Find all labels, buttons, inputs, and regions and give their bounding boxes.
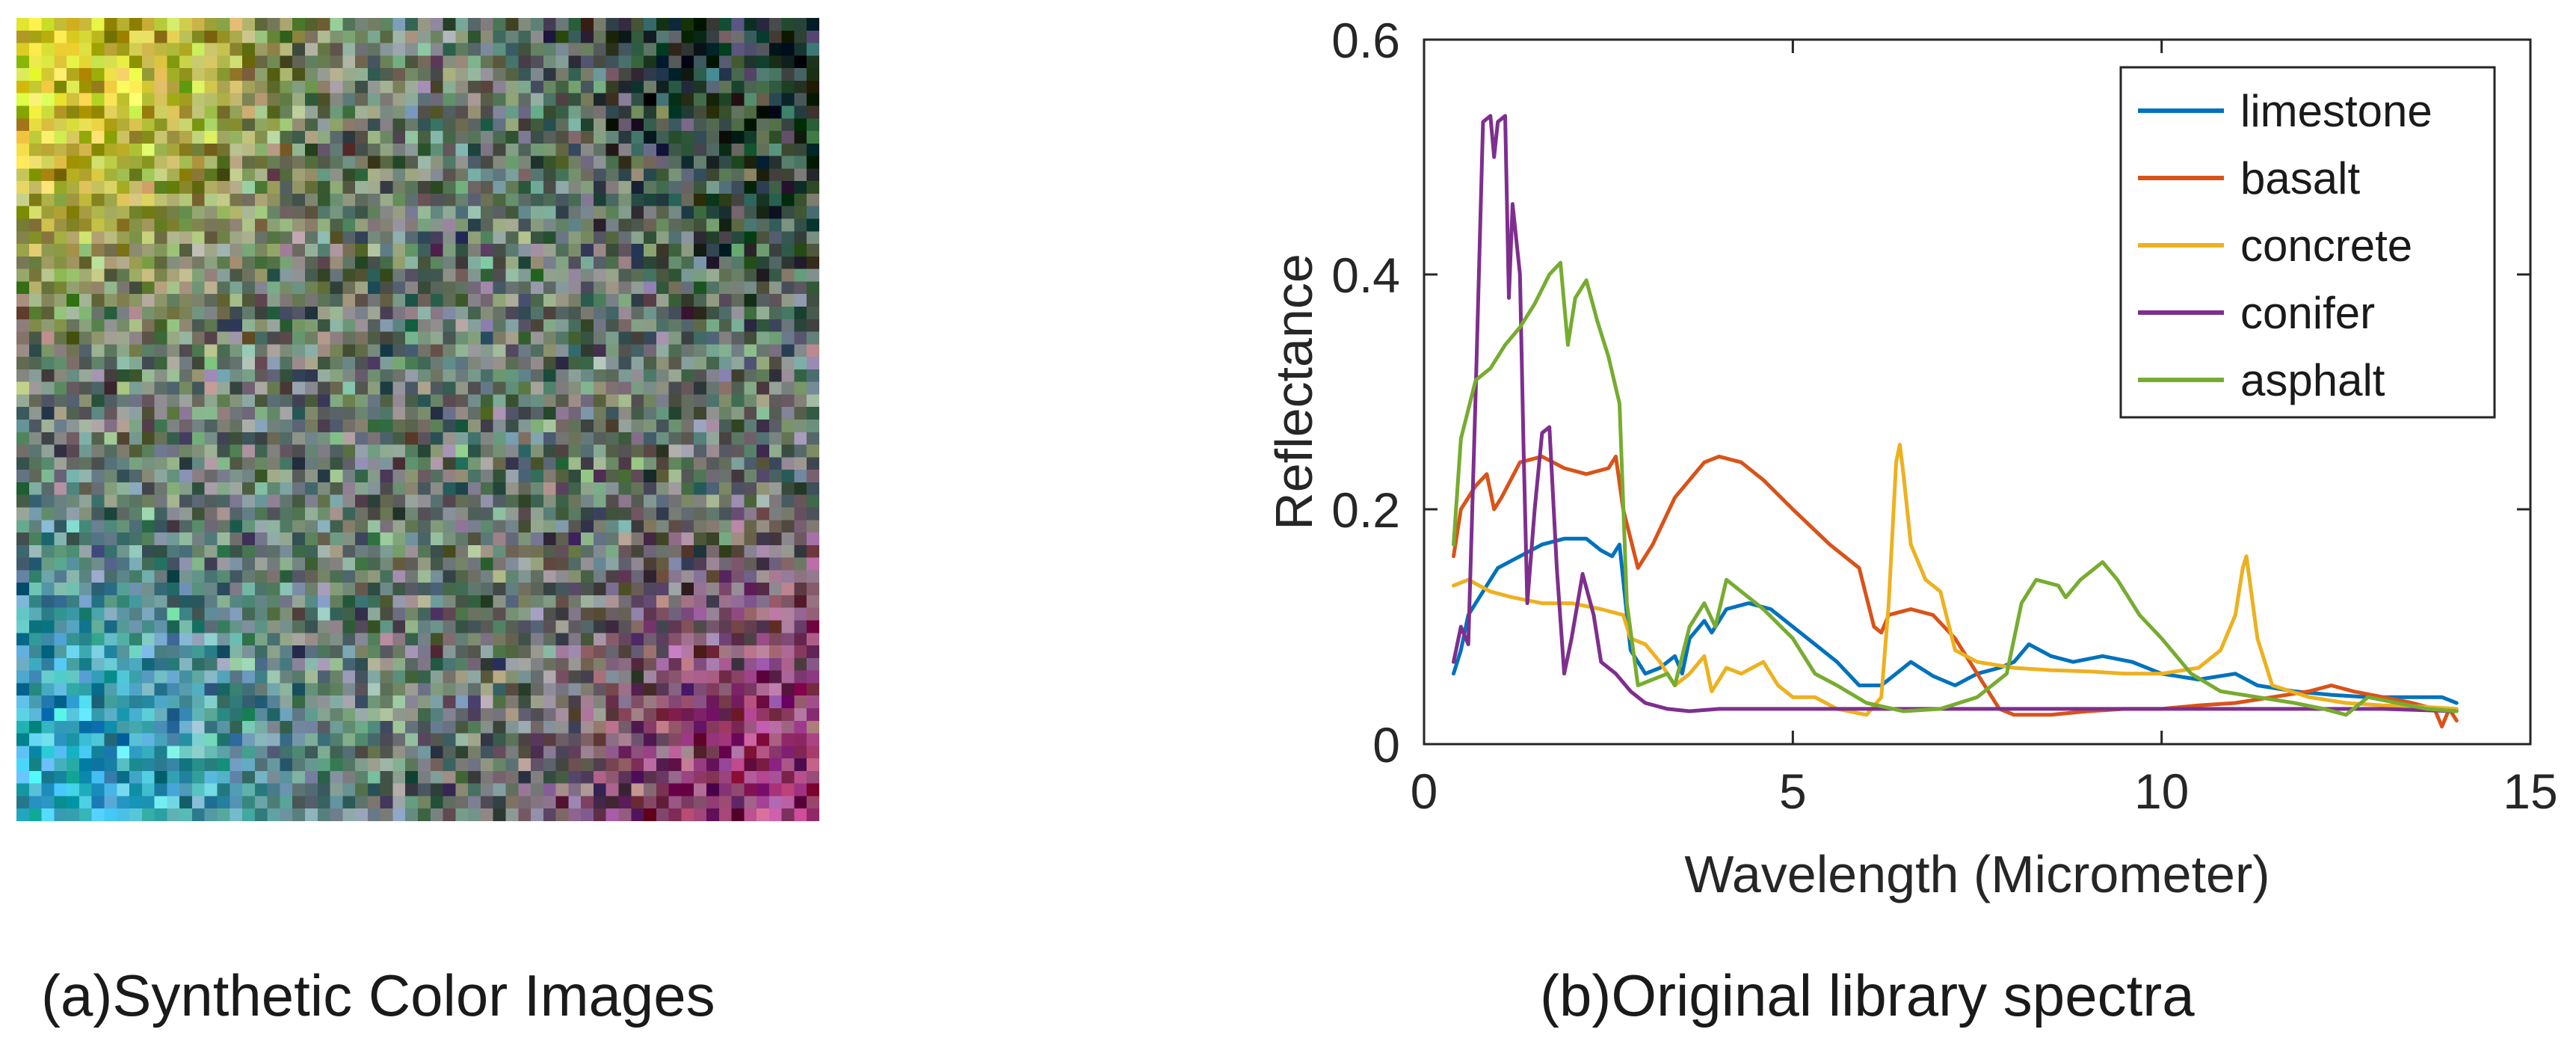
series-line-basalt: [1452, 454, 2459, 728]
y-tick-label: 0: [1372, 717, 1400, 773]
legend: limestone basalt concrete conifer asphalt: [2119, 66, 2496, 419]
x-tick-label: 0: [1411, 764, 1438, 819]
legend-label-conifer: conifer: [2240, 288, 2375, 338]
y-tick-label: 0.4: [1331, 248, 1400, 303]
legend-label-limestone: limestone: [2240, 86, 2432, 136]
caption-b: (b)Original library spectra: [1540, 962, 2195, 1028]
synthetic-color-image: [16, 18, 819, 821]
legend-items: limestone basalt concrete conifer asphalt: [2138, 86, 2432, 405]
series-line-limestone: [1452, 536, 2459, 705]
x-tick-label: 5: [1779, 764, 1807, 819]
caption-a: (a)Synthetic Color Images: [41, 962, 715, 1028]
y-axis-label: Reflectance: [1265, 254, 1323, 530]
legend-label-concrete: concrete: [2240, 221, 2412, 271]
plot-area-frame: [1423, 38, 2532, 746]
series-line-conifer: [1452, 114, 2459, 713]
y-tick-label: 0.6: [1331, 13, 1400, 68]
x-tick-label: 15: [2503, 764, 2557, 819]
ticks-layer: 0 5 10 15 0 0.2 0.4 0.6: [1331, 13, 2557, 819]
legend-label-basalt: basalt: [2240, 153, 2360, 203]
series-line-concrete: [1452, 443, 2459, 717]
legend-box: [2119, 66, 2496, 419]
series-line-asphalt: [1452, 260, 2459, 717]
lines-layer: [1452, 114, 2459, 728]
legend-label-asphalt: asphalt: [2240, 355, 2385, 405]
y-tick-label: 0.2: [1331, 482, 1400, 538]
x-axis-label: Wavelength (Micrometer): [1684, 845, 2270, 903]
x-tick-label: 10: [2134, 764, 2189, 819]
